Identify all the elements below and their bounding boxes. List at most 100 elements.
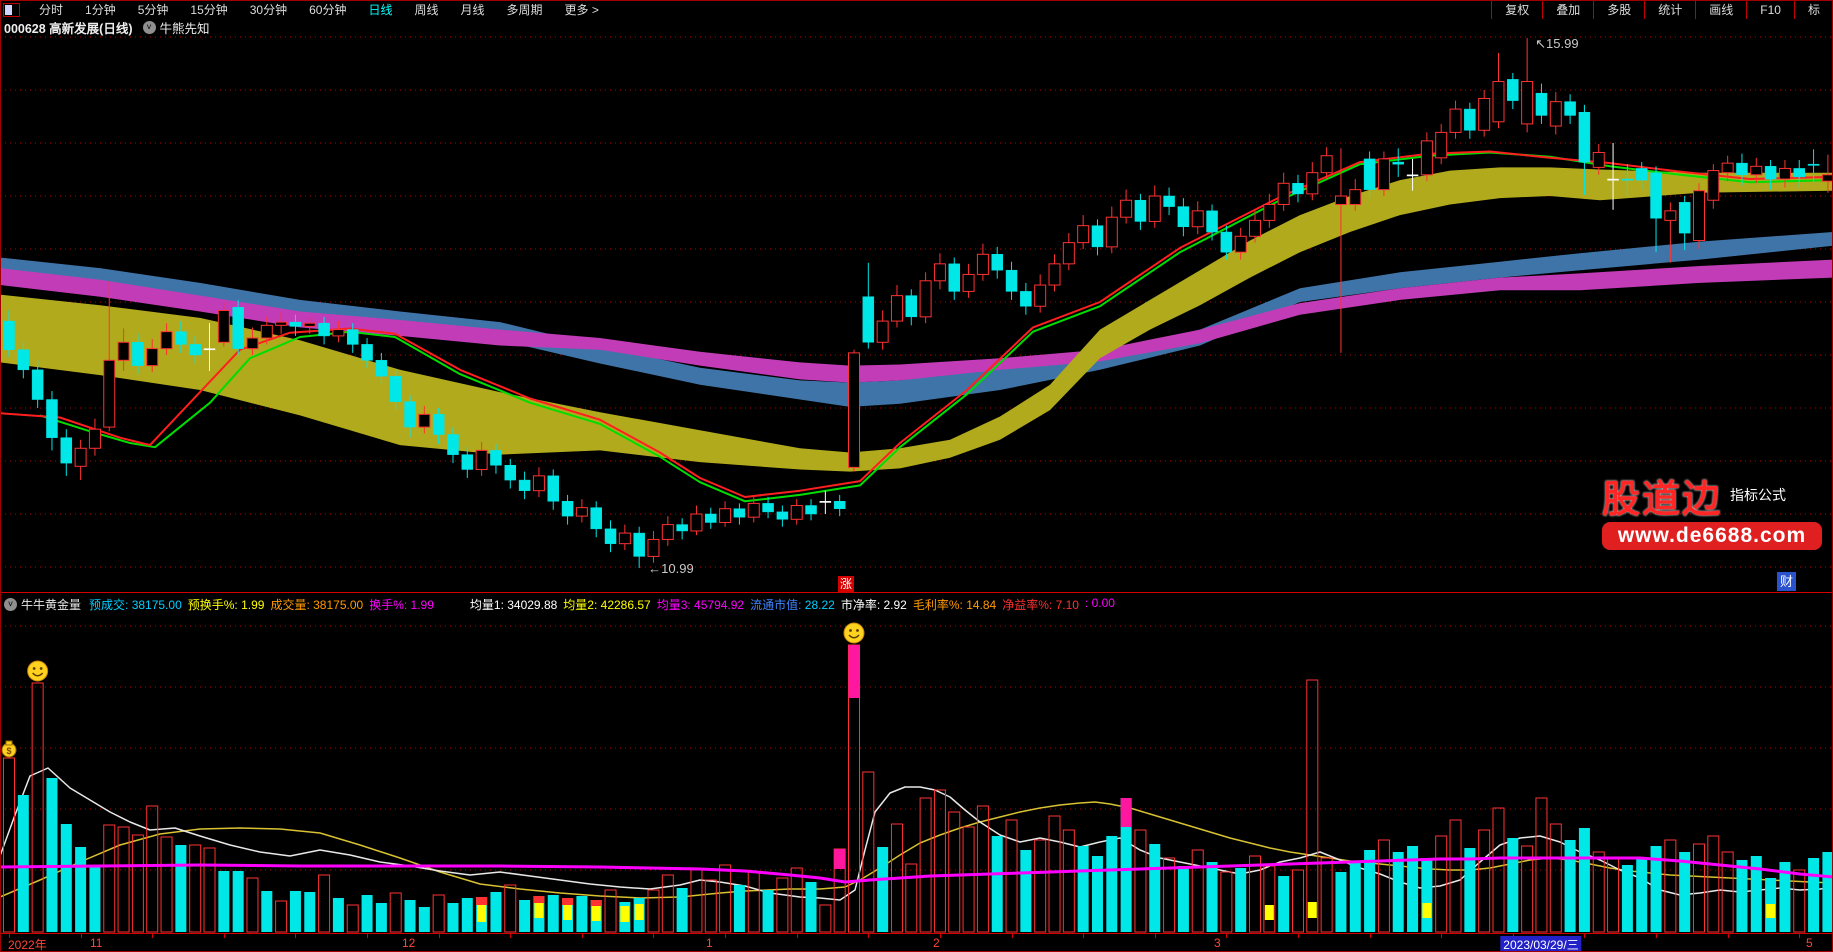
candle-up	[1191, 210, 1204, 228]
volume-ma1-line	[0, 767, 1833, 901]
menu-item-30分钟[interactable]: 30分钟	[249, 3, 288, 17]
candle-up	[74, 447, 87, 467]
smiley-eye	[856, 629, 859, 632]
volume-bar-up	[31, 682, 44, 933]
volume-bar-up	[504, 884, 517, 933]
volume-bar-gold-signal	[591, 906, 601, 921]
volume-bar-up	[432, 894, 445, 933]
menu-item-更多 >[interactable]: 更多 >	[564, 3, 599, 17]
candle-down	[1220, 231, 1233, 253]
volume-bar-up	[1263, 865, 1276, 933]
volume-gridlines	[0, 625, 1833, 871]
candle-up	[146, 348, 159, 367]
indicator-name[interactable]: 牛牛黄金量	[21, 597, 82, 612]
volume-bar-up	[719, 864, 732, 933]
volume-bar-down	[1206, 862, 1218, 932]
volume-ma3-line	[0, 856, 1833, 884]
candle-up	[1034, 284, 1047, 307]
menu-item-统计[interactable]: 统计	[1644, 0, 1695, 19]
axis-tick	[1369, 934, 1371, 938]
candle-down	[461, 454, 474, 470]
candle-up	[1062, 242, 1075, 265]
volume-bar-up	[1163, 857, 1176, 933]
candle-up	[933, 263, 946, 282]
menu-item-周线[interactable]: 周线	[414, 3, 439, 17]
window-icon[interactable]	[3, 2, 20, 17]
volume-bar-up	[1062, 829, 1075, 933]
candle-down	[518, 479, 531, 491]
candle-up	[876, 320, 889, 343]
volume-bar-down	[1464, 848, 1476, 932]
candle-down	[389, 375, 402, 402]
axis-tick	[796, 934, 798, 938]
price-high-label: ↖15.99	[1535, 36, 1578, 51]
indicator-field-9: 毛利率%: 14.84	[912, 597, 997, 612]
candle-up	[661, 524, 674, 540]
menu-item-60分钟[interactable]: 60分钟	[309, 3, 347, 17]
ma-line-red	[0, 150, 1833, 498]
menu-item-5分钟[interactable]: 5分钟	[137, 3, 169, 17]
axis-tick	[1226, 934, 1228, 938]
menu-item-多周期[interactable]: 多周期	[506, 3, 543, 17]
candle-up	[1277, 182, 1290, 205]
candle-up	[919, 280, 932, 318]
candle-down	[375, 360, 388, 377]
volume-bar-down	[1564, 840, 1576, 932]
candle-down	[1793, 168, 1805, 178]
axis-tick	[1727, 934, 1729, 938]
chevron-down-icon[interactable]: ˅	[142, 21, 156, 34]
volume-bar-gold-signal	[1264, 905, 1274, 920]
candle-down	[132, 342, 144, 366]
rise-badge: 涨	[838, 576, 854, 592]
volume-bar-up	[976, 805, 989, 933]
candle-down	[1392, 161, 1404, 165]
volume-bar-super-signal	[1120, 798, 1132, 827]
menu-item-1分钟[interactable]: 1分钟	[85, 3, 116, 17]
indicator-value-bar: ˅ 牛牛黄金量 预成交: 38175.00 预换手%: 1.99 成交量: 3817…	[0, 592, 1833, 615]
volume-bar-up	[1249, 855, 1262, 933]
candle-up	[1707, 170, 1720, 201]
volume-bar-up	[146, 805, 159, 933]
menu-item-月线[interactable]: 月线	[460, 3, 485, 17]
finance-badge[interactable]: 财	[1777, 572, 1796, 591]
menu-item-画线[interactable]: 画线	[1695, 0, 1746, 19]
candle-down	[862, 296, 875, 343]
candle-down	[604, 528, 617, 544]
menu-item-F10[interactable]: F10	[1746, 0, 1794, 19]
menu-item-叠加[interactable]: 叠加	[1542, 0, 1593, 19]
volume-bar-down	[1822, 852, 1833, 932]
candle-down	[17, 349, 30, 371]
magenta-ma-band	[0, 259, 1833, 383]
collapse-icon[interactable]: ˅	[4, 597, 17, 611]
candle-up	[647, 538, 660, 557]
candle-down	[232, 307, 244, 349]
menu-item-15分钟[interactable]: 15分钟	[190, 3, 228, 17]
volume-bar-up	[776, 877, 789, 933]
volume-bar-down	[447, 903, 459, 932]
candle-down	[31, 369, 44, 400]
overlay-indicator-name[interactable]: 牛熊先知	[159, 22, 210, 36]
menu-item-复权[interactable]: 复权	[1491, 0, 1542, 19]
volume-bar-up	[819, 904, 832, 933]
menu-item-标[interactable]: 标	[1793, 0, 1833, 19]
candle-down	[1635, 168, 1648, 181]
candle-down	[490, 450, 502, 466]
volume-bar-up	[962, 826, 975, 933]
menu-item-日线[interactable]: 日线	[368, 3, 393, 17]
axis-label-3: 3	[1214, 936, 1221, 950]
candle-up	[1692, 190, 1705, 242]
indicator-field-5: 均量2: 42286.57	[563, 597, 651, 612]
candle-down	[175, 331, 187, 345]
candle-down	[1564, 101, 1576, 116]
menu-item-多股[interactable]: 多股	[1593, 0, 1644, 19]
watermark-brand: 股道边	[1602, 479, 1723, 521]
menu-item-分时[interactable]: 分时	[39, 3, 64, 17]
volume-bar-red-cap	[562, 898, 574, 905]
candle-up	[1664, 210, 1677, 221]
candle-up	[719, 508, 732, 523]
candle-up	[1492, 81, 1505, 123]
volume-bar-down	[1578, 828, 1590, 932]
volume-bar-down	[490, 892, 502, 932]
axis-tick	[152, 934, 154, 938]
volume-bar-down	[1177, 866, 1189, 932]
